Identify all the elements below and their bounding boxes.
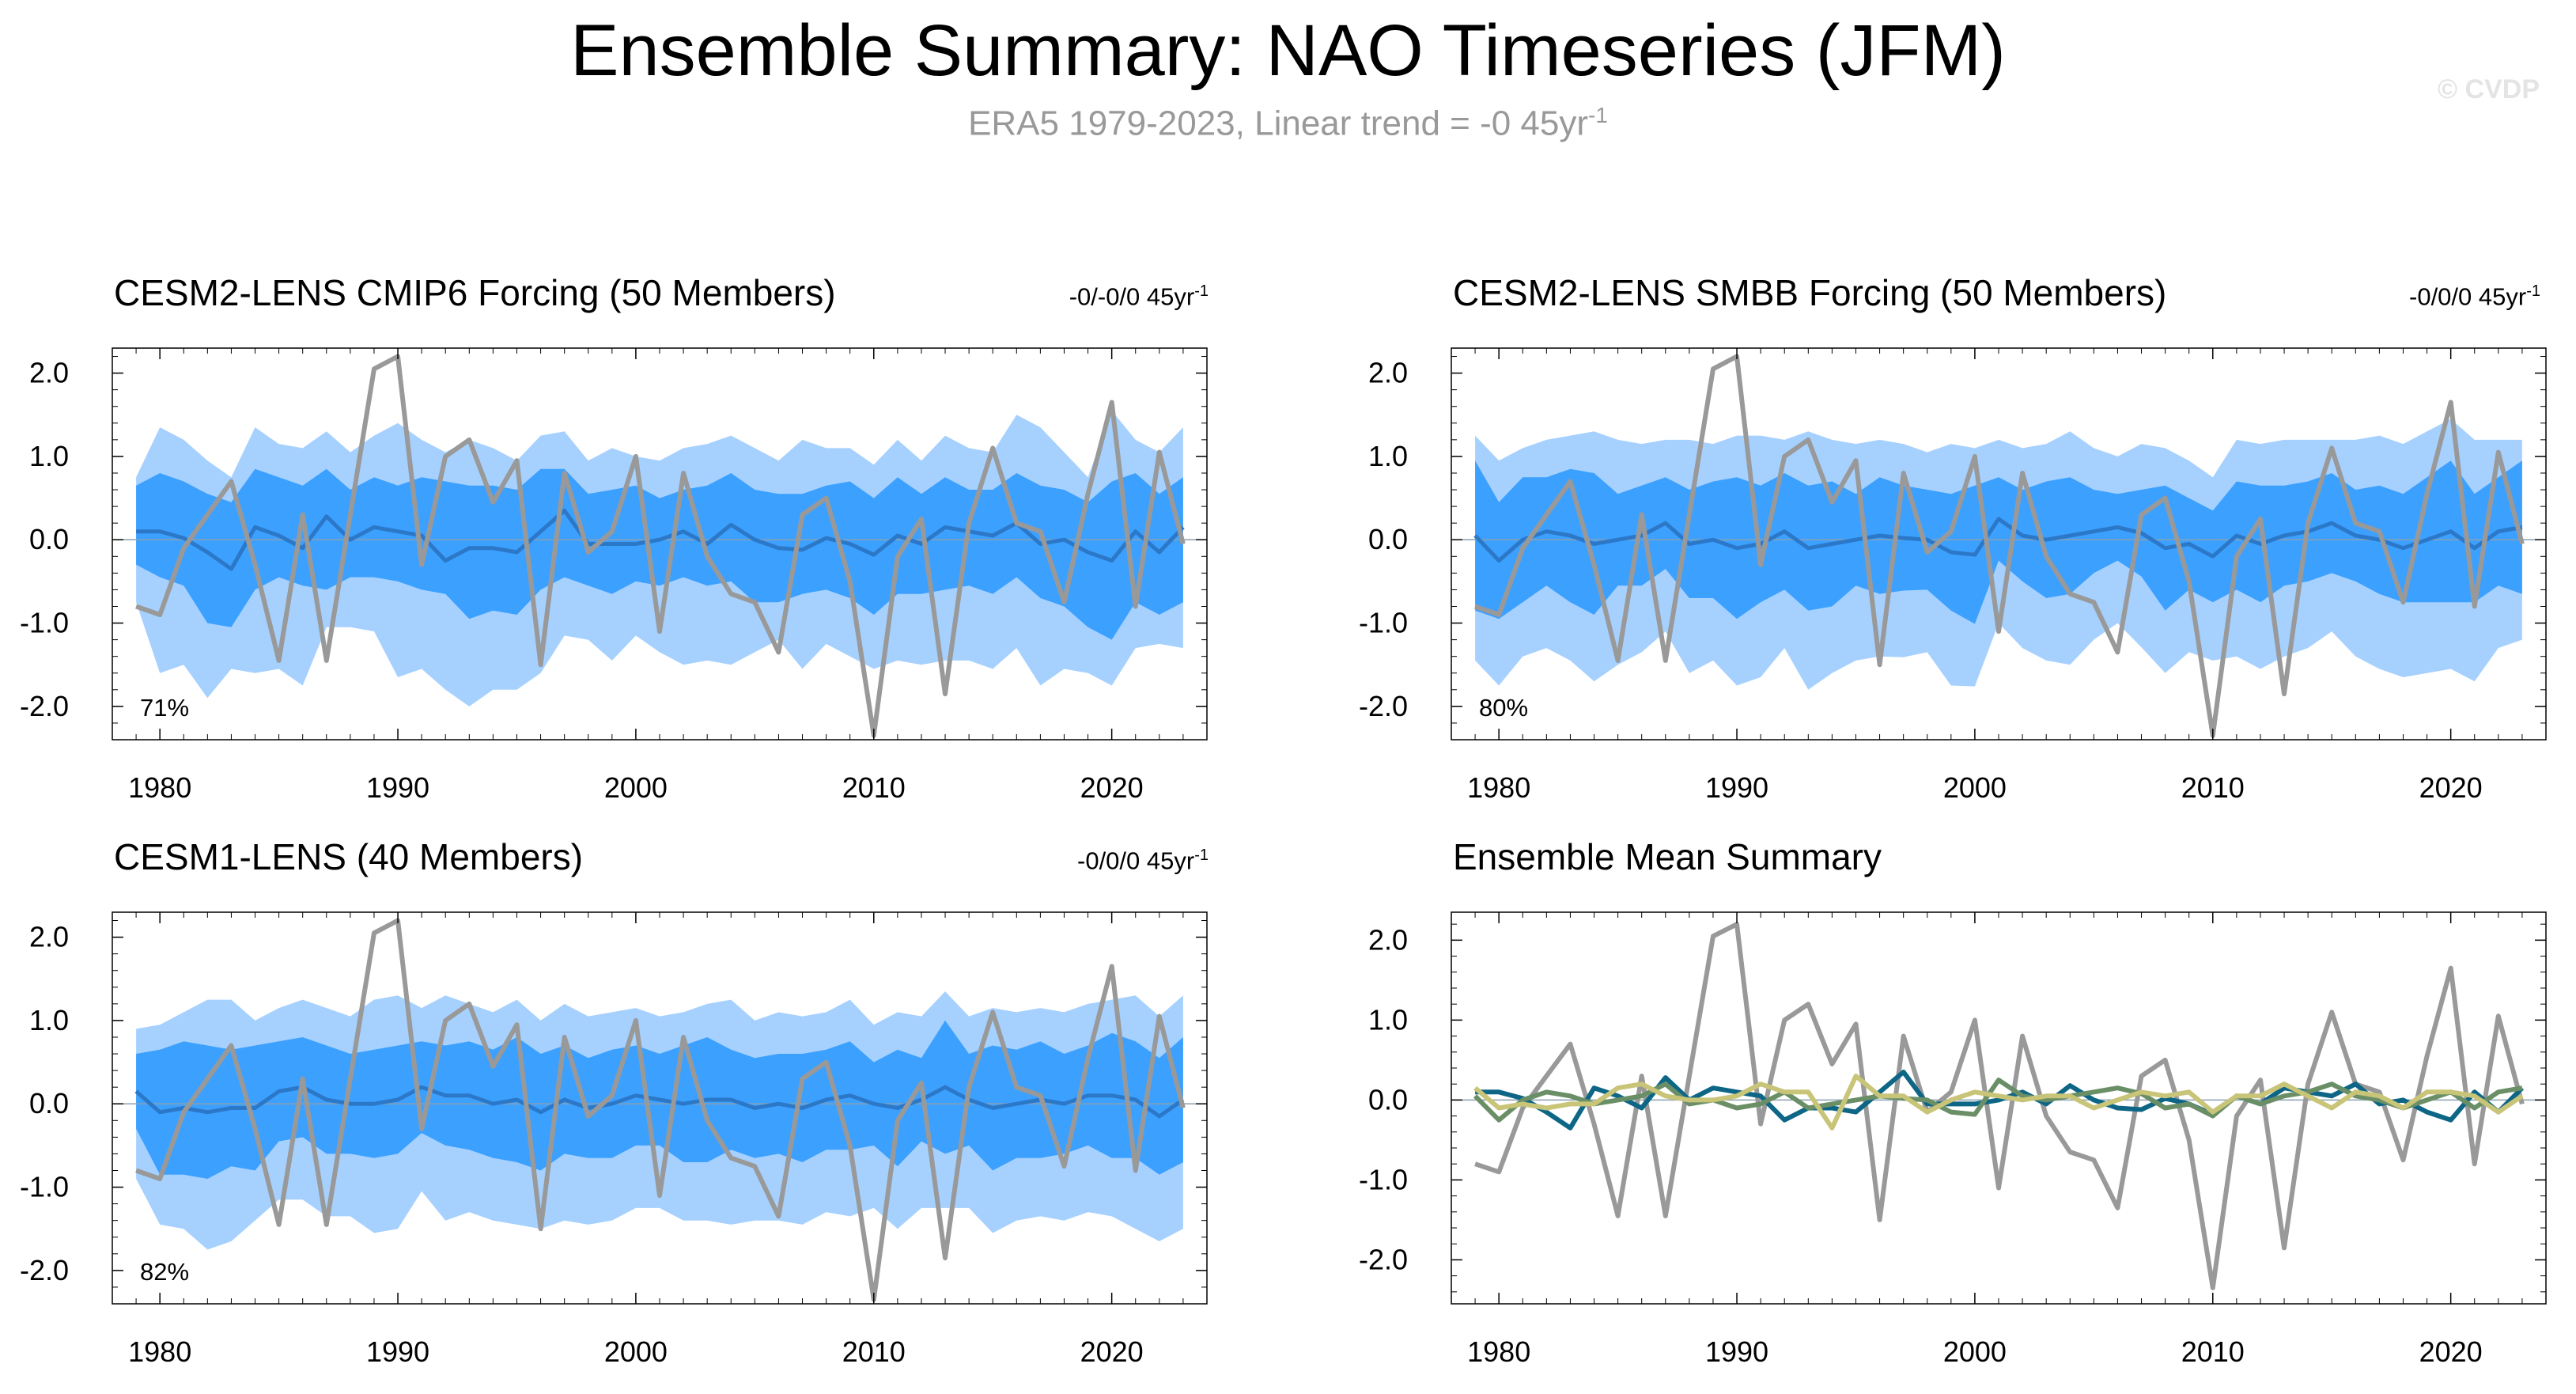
subtitle: ERA5 1979-2023, Linear trend = -0 45yr-1	[0, 104, 2576, 142]
observed-line	[135, 918, 1186, 1302]
panel-trend-cesm2-cmip6: -0/-0/0 45yr-1	[1069, 283, 1209, 309]
ensemble-mean-line	[136, 508, 1185, 571]
chart-cesm1: 2.0 1.0 0.0 -1.0 -2.0 1980 1990 2000 2010 2020 82%	[20, 911, 1208, 1368]
percent-label: 82%	[140, 1258, 189, 1286]
y-tick-label: 0.0	[1368, 523, 1408, 555]
x-tick-label: 1980	[128, 1335, 191, 1368]
x-tick-label: 2020	[1080, 771, 1144, 804]
plot-frame	[1451, 911, 2547, 1305]
y-tick-label: 2.0	[1368, 923, 1408, 956]
trend-text: -0/0/0 45yr	[2409, 282, 2527, 311]
y-tick-label: 2.0	[1368, 357, 1408, 389]
subtitle-superscript: -1	[1588, 103, 1608, 127]
y-tick-label: 1.0	[1368, 440, 1408, 472]
y-tick-label: 1.0	[29, 1004, 69, 1036]
panel-trend-cesm2-smbb: -0/0/0 45yr-1	[2409, 283, 2540, 309]
y-tick-label: 0.0	[1368, 1083, 1408, 1116]
panel-title-cesm2-smbb: CESM2-LENS SMBB Forcing (50 Members)	[1453, 272, 2167, 313]
cvdp-credit: © CVDP	[2438, 74, 2540, 104]
y-tick-label: -2.0	[1359, 1243, 1408, 1275]
observed-line	[135, 354, 1186, 738]
ensemble-mean-line	[134, 1085, 1185, 1119]
y-tick-label: -1.0	[1359, 607, 1408, 639]
y-tick-label: -2.0	[20, 690, 69, 722]
x-tick-label: 2010	[2181, 771, 2245, 804]
range-band-inner	[136, 468, 1183, 640]
x-tick-label: 2020	[2419, 771, 2483, 804]
y-tick-label: 1.0	[1368, 1003, 1408, 1036]
chart-cesm2_smbb: 2.0 1.0 0.0 -1.0 -2.0 1980 1990 2000 2010 2020 80%	[1359, 347, 2547, 804]
y-tick-label: 0.0	[29, 523, 69, 555]
x-tick-label: 1990	[366, 771, 429, 804]
y-tick-label: 0.0	[29, 1087, 69, 1119]
range-band-inner	[1475, 460, 2522, 624]
trend-text: -0/-0/0 45yr	[1069, 282, 1195, 311]
y-tick-label: 2.0	[29, 921, 69, 953]
y-tick-label: -2.0	[1359, 690, 1408, 722]
series-line-cesm2-lens-cmip6	[1475, 1070, 2525, 1131]
observed-line	[1474, 354, 2525, 738]
y-tick-label: -1.0	[20, 607, 69, 639]
x-tick-label: 2010	[2181, 1335, 2245, 1368]
panel-trend-cesm1: -0/0/0 45yr-1	[1077, 847, 1209, 873]
trend-superscript: -1	[1194, 847, 1209, 864]
x-tick-label: 2020	[1080, 1335, 1144, 1368]
y-tick-label: -2.0	[20, 1254, 69, 1286]
panel-title-cesm1: CESM1-LENS (40 Members)	[114, 836, 584, 877]
series-line-cesm1-lens	[1473, 1074, 2524, 1131]
trend-superscript: -1	[2526, 282, 2540, 300]
x-tick-label: 2000	[604, 771, 668, 804]
trend-text: -0/0/0 45yr	[1077, 847, 1195, 875]
x-tick-label: 1990	[366, 1335, 429, 1368]
chart-cesm2_cmip6: 2.0 1.0 0.0 -1.0 -2.0 1980 1990 2000 2010 2020 71%	[20, 347, 1208, 804]
trend-superscript: -1	[1194, 282, 1209, 300]
y-tick-label: -1.0	[20, 1171, 69, 1203]
x-tick-label: 1990	[1705, 771, 1768, 804]
x-tick-label: 2010	[842, 771, 906, 804]
y-tick-label: 2.0	[29, 357, 69, 389]
ensemble-mean-line	[1473, 517, 2523, 563]
x-tick-label: 1980	[1467, 1335, 1530, 1368]
x-tick-label: 2010	[842, 1335, 906, 1368]
panel-title-ens-mean: Ensemble Mean Summary	[1453, 836, 1882, 877]
panel-title-cesm2-cmip6: CESM2-LENS CMIP6 Forcing (50 Members)	[114, 272, 836, 313]
series-line-era5-observed	[1474, 922, 2525, 1290]
percent-label: 71%	[140, 694, 189, 722]
x-tick-label: 2000	[1943, 771, 2007, 804]
y-tick-label: 1.0	[29, 440, 69, 472]
chart-ens_mean_summary: 2.0 1.0 0.0 -1.0 -2.0 1980 1990 2000 2010 2020	[1359, 911, 2547, 1368]
x-tick-label: 2020	[2419, 1335, 2483, 1368]
x-tick-label: 1980	[1467, 771, 1530, 804]
x-tick-label: 1980	[128, 771, 191, 804]
percent-label: 80%	[1479, 694, 1528, 722]
main-title: Ensemble Summary: NAO Timeseries (JFM)	[570, 10, 2006, 91]
x-tick-label: 1990	[1705, 1335, 1768, 1368]
y-tick-label: -1.0	[1359, 1163, 1408, 1195]
x-tick-label: 2000	[1943, 1335, 2007, 1368]
subtitle-text: ERA5 1979-2023, Linear trend = -0 45yr	[968, 104, 1589, 143]
series-line-cesm2-lens-smbb	[1473, 1078, 2523, 1123]
x-tick-label: 2000	[604, 1335, 668, 1368]
